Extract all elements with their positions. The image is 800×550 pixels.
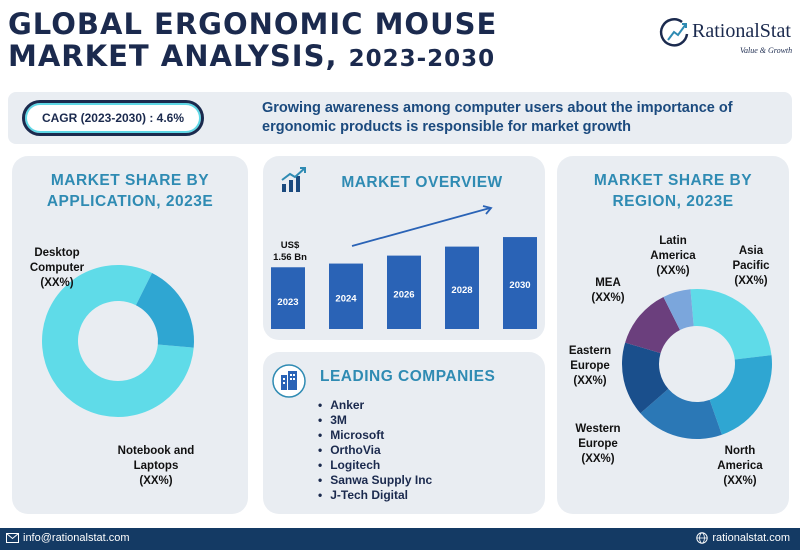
trend-arrow-line [351,207,491,247]
region-label-eastern-europe-name: Eastern Europe [568,345,612,372]
company-item: Microsoft [318,428,432,443]
region-label-asia-pacific-value: (XX%) [734,275,768,287]
bar-label-2023: 2023 [277,297,298,308]
footer-website[interactable]: rationalstat.com [696,532,790,544]
company-item: Anker [318,398,432,413]
application-slice-notebook-and-laptops [135,273,194,348]
region-label-asia-pacific: Asia Pacific (XX%) [726,244,776,289]
bar-2026 [387,255,421,329]
rationalstat-logo: RationalStat Value & Growth [658,14,798,60]
building-icon [272,364,306,398]
title-years: 2023-2030 [348,46,496,72]
region-slice-north-america [709,355,772,435]
region-label-north-america-name: North America [717,445,763,472]
region-slice-eastern-europe [622,342,669,414]
app-label-notebook-name: Notebook and Laptops [117,445,195,472]
region-label-western-europe-name: Western Europe [575,423,621,450]
region-label-latin-america-name: Latin America [650,235,696,262]
footer-email[interactable]: info@rationalstat.com [6,532,130,544]
overview-chart-title: MARKET OVERVIEW [341,174,503,191]
logo-icon [659,18,689,47]
bar-annotation-value: 1.56 Bn [273,252,307,263]
company-item: Logitech [318,458,432,473]
region-label-mea: MEA (XX%) [588,276,628,306]
region-label-eastern-europe: Eastern Europe (XX%) [562,344,618,389]
region-slice-western-europe [640,388,722,439]
region-label-north-america-value: (XX%) [723,475,757,487]
app-label-desktop: Desktop Computer (XX%) [22,246,92,291]
trend-arrow-head [482,205,493,215]
region-label-western-europe-value: (XX%) [581,453,615,465]
company-item: J-Tech Digital [318,488,432,503]
title-line-1: GLOBAL ERGONOMIC MOUSE [8,7,498,41]
region-slice-mea [625,296,680,354]
region-label-north-america: North America (XX%) [710,444,770,489]
app-label-desktop-value: (XX%) [40,277,74,289]
title-line-2: MARKET ANALYSIS, 2023-2030 [8,40,497,75]
application-chart-title: MARKET SHARE BY APPLICATION, 2023E [46,172,214,210]
region-label-latin-america-value: (XX%) [656,265,690,277]
companies-list: Anker 3M Microsoft OrthoVia Logitech San… [318,398,432,503]
globe-icon [696,532,709,544]
region-label-asia-pacific-name: Asia Pacific [732,245,770,272]
cagr-badge: CAGR (2023-2030) : 4.6% [22,100,204,136]
app-label-notebook-value: (XX%) [139,475,173,487]
bar-2028 [445,246,479,329]
company-item: Sanwa Supply Inc [318,473,432,488]
companies-title: LEADING COMPANIES [320,368,496,385]
page-title: GLOBAL ERGONOMIC MOUSE MARKET ANALYSIS, … [8,8,497,75]
region-slice-latin-america [663,289,694,331]
region-label-eastern-europe-value: (XX%) [573,375,607,387]
bar-2030 [503,237,537,329]
application-slice-desktop-computer [41,265,194,417]
region-chart-title: MARKET SHARE BY REGION, 2023E [593,172,753,210]
growth-chart-icon [281,167,306,192]
logo-tagline: Value & Growth [740,46,793,55]
region-slice-asia-pacific [690,289,772,360]
region-label-mea-name: MEA [595,277,621,289]
mail-icon [6,533,19,543]
bar-annotation-currency: US$ [280,240,300,251]
company-item: 3M [318,413,432,428]
footer-bar: info@rationalstat.com rationalstat.com [0,528,800,550]
title-main: MARKET ANALYSIS, [8,39,338,73]
bar-2024 [329,263,363,329]
footer-email-text: info@rationalstat.com [23,532,130,544]
market-overview-bar-chart: 2023 2024 2026 2028 2030 [271,205,537,329]
application-donut-chart [41,265,194,417]
cagr-banner: CAGR (2023-2030) : 4.6% Growing awarenes… [8,92,792,144]
banner-text: Growing awareness among computer users a… [262,100,733,135]
bar-label-2030: 2030 [509,280,530,291]
bar-annotation: US$ 1.56 Bn [270,240,310,264]
app-label-desktop-name: Desktop Computer [29,247,85,274]
bar-label-2028: 2028 [451,285,472,296]
bar-2023 [271,267,305,329]
region-label-latin-america: Latin America (XX%) [648,234,698,279]
region-donut-chart [622,289,772,439]
logo-name: RationalStat [692,20,791,42]
region-label-mea-value: (XX%) [591,292,625,304]
bar-label-2024: 2024 [335,293,357,304]
bar-label-2026: 2026 [393,289,414,300]
company-item: OrthoVia [318,443,432,458]
region-label-western-europe: Western Europe (XX%) [570,422,626,467]
footer-website-text: rationalstat.com [712,532,790,544]
app-label-notebook: Notebook and Laptops (XX%) [116,444,196,489]
